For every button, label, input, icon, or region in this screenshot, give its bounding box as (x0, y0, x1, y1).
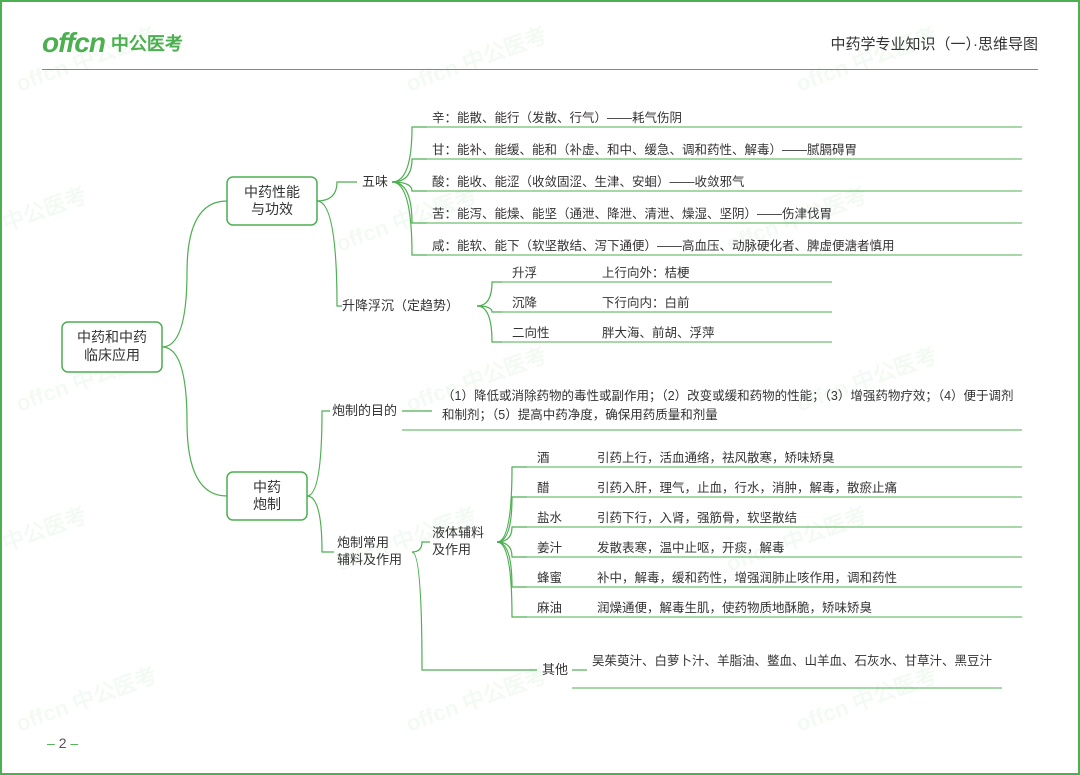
svg-text:升降浮沉（定趋势）: 升降浮沉（定趋势） (342, 298, 459, 313)
svg-text:引药上行，活血通络，祛风散寒，矫味矫臭: 引药上行，活血通络，祛风散寒，矫味矫臭 (597, 450, 835, 465)
svg-text:发散表寒，温中止呕，开痰，解毒: 发散表寒，温中止呕，开痰，解毒 (597, 540, 785, 555)
svg-text:中药: 中药 (253, 479, 281, 495)
svg-text:姜汁: 姜汁 (537, 540, 563, 555)
svg-text:盐水: 盐水 (537, 511, 563, 525)
svg-text:引药入肝，理气，止血，行水，消肿，解毒，散瘀止痛: 引药入肝，理气，止血，行水，消肿，解毒，散瘀止痛 (597, 480, 897, 495)
svg-text:炮制: 炮制 (253, 496, 281, 512)
svg-text:咸：能软、能下（软坚散结、泻下通便）——高血压、动脉硬化者、: 咸：能软、能下（软坚散结、泻下通便）——高血压、动脉硬化者、脾虚便溏者慎用 (432, 238, 895, 253)
svg-text:甘：能补、能缓、能和（补虚、和中、缓急、调和药性、解毒）——: 甘：能补、能缓、能和（补虚、和中、缓急、调和药性、解毒）——腻膈碍胃 (432, 142, 857, 157)
svg-text:临床应用: 临床应用 (84, 347, 140, 363)
svg-text:五味: 五味 (362, 174, 388, 189)
svg-text:苦：能泻、能燥、能坚（通泄、降泄、清泄、燥湿、坚阴）——伤津: 苦：能泻、能燥、能坚（通泄、降泄、清泄、燥湿、坚阴）——伤津伐胃 (432, 206, 832, 221)
page-header: offcn 中公医考 中药学专业知识（一）·思维导图 (42, 27, 1038, 70)
logo-sub: 中公医考 (111, 30, 183, 56)
mindmap-diagram: 中药和中药 临床应用 中药性能 与功效 中药 炮制 五味 辛：能散、能行（发散、… (2, 72, 1080, 742)
svg-text:胖大海、前胡、浮萍: 胖大海、前胡、浮萍 (602, 325, 715, 340)
svg-text:下行向内：白前: 下行向内：白前 (602, 295, 690, 310)
svg-text:二向性: 二向性 (512, 325, 550, 340)
page-title: 中药学专业知识（一）·思维导图 (831, 33, 1039, 54)
svg-text:上行向外：桔梗: 上行向外：桔梗 (602, 265, 690, 280)
svg-text:辛：能散、能行（发散、行气）——耗气伤阴: 辛：能散、能行（发散、行气）——耗气伤阴 (432, 110, 682, 125)
svg-text:蜂蜜: 蜂蜜 (537, 570, 562, 585)
svg-text:与功效: 与功效 (251, 201, 293, 217)
svg-text:炮制的目的: 炮制的目的 (332, 403, 397, 418)
svg-text:中药性能: 中药性能 (244, 184, 300, 200)
svg-text:炮制常用: 炮制常用 (337, 535, 389, 550)
svg-text:升浮: 升浮 (512, 266, 537, 280)
svg-text:酒: 酒 (537, 451, 550, 465)
svg-text:醋: 醋 (537, 480, 550, 495)
other-materials: 吴茱萸汁、白萝卜汁、羊脂油、鳖血、山羊血、石灰水、甘草汁、黑豆汁 (592, 652, 1012, 670)
svg-text:润燥通便，解毒生肌，使药物质地酥脆，矫味矫臭: 润燥通便，解毒生肌，使药物质地酥脆，矫味矫臭 (597, 600, 872, 615)
svg-text:液体辅料: 液体辅料 (432, 525, 484, 540)
svg-text:辅料及作用: 辅料及作用 (337, 552, 402, 567)
svg-text:补中，解毒，缓和药性，增强润肺止咳作用，调和药性: 补中，解毒，缓和药性，增强润肺止咳作用，调和药性 (597, 570, 897, 585)
logo: offcn 中公医考 (42, 27, 183, 59)
svg-text:及作用: 及作用 (432, 542, 471, 557)
svg-text:酸：能收、能涩（收敛固涩、生津、安蛔）——收敛邪气: 酸：能收、能涩（收敛固涩、生津、安蛔）——收敛邪气 (432, 174, 745, 189)
svg-text:中药和中药: 中药和中药 (77, 329, 147, 345)
svg-text:麻油: 麻油 (537, 600, 562, 615)
page-number: 2 (47, 735, 78, 751)
purpose-text: （1）降低或消除药物的毒性或副作用；（2）改变或缓和药物的性能；（3）增强药物疗… (442, 387, 1022, 425)
svg-text:其他: 其他 (542, 662, 568, 677)
logo-main: offcn (42, 27, 105, 59)
svg-text:引药下行，入肾，强筋骨，软坚散结: 引药下行，入肾，强筋骨，软坚散结 (597, 510, 797, 525)
svg-text:沉降: 沉降 (512, 296, 538, 310)
